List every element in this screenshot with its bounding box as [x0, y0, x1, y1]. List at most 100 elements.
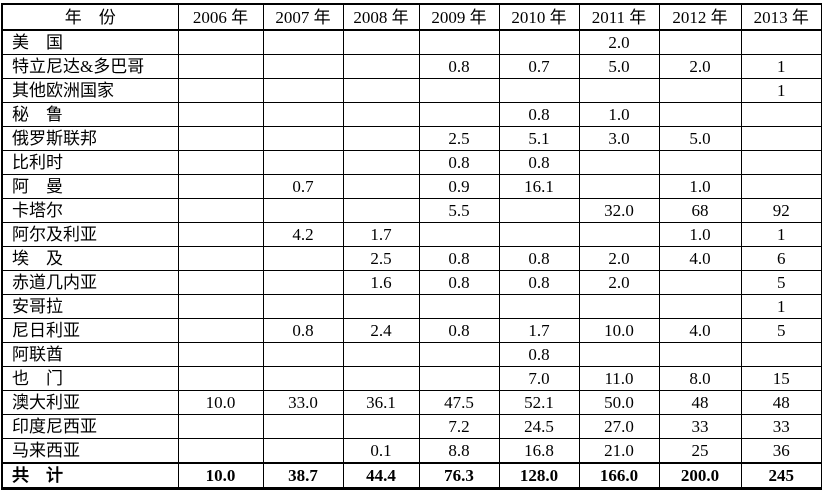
value-cell: 2.0 — [578, 270, 660, 295]
country-name-cell: 澳大利亚 — [1, 390, 179, 415]
value-cell: 7.0 — [498, 366, 580, 391]
value-cell — [418, 366, 500, 391]
value-cell: 38.7 — [262, 462, 344, 489]
value-cell — [342, 102, 420, 127]
value-cell — [177, 294, 264, 319]
value-cell — [262, 366, 344, 391]
value-cell: 5.0 — [658, 126, 742, 151]
table-row: 印度尼西亚 7.2 24.5 27.0 33 33 — [1, 414, 822, 439]
country-name-cell: 马来西亚 — [1, 438, 179, 464]
value-cell — [262, 414, 344, 439]
value-cell: 4.0 — [658, 246, 742, 271]
value-cell — [658, 78, 742, 103]
table-row: 澳大利亚 10.0 33.0 36.1 47.5 52.1 50.0 48 48 — [1, 390, 822, 415]
value-cell — [262, 78, 344, 103]
value-cell: 44.4 — [342, 462, 420, 489]
value-cell — [262, 150, 344, 175]
value-cell — [498, 222, 580, 247]
value-cell: 200.0 — [658, 462, 742, 489]
value-cell: 0.7 — [498, 54, 580, 79]
value-cell: 6 — [740, 246, 822, 271]
value-cell: 0.8 — [498, 102, 580, 127]
value-cell — [578, 294, 660, 319]
value-cell — [177, 54, 264, 79]
value-cell: 25 — [658, 438, 742, 464]
table-row: 阿联酋 0.8 — [1, 342, 822, 367]
country-name-cell: 阿尔及利亚 — [1, 222, 179, 247]
value-cell: 0.9 — [418, 174, 500, 199]
value-cell — [740, 342, 822, 367]
value-cell: 1.7 — [498, 318, 580, 343]
value-cell: 5 — [740, 318, 822, 343]
value-cell — [498, 78, 580, 103]
year-column-header: 2012 年 — [658, 3, 742, 31]
value-cell — [342, 126, 420, 151]
value-cell — [418, 294, 500, 319]
value-cell: 1 — [740, 54, 822, 79]
table-row: 赤道几内亚 1.6 0.8 0.8 2.0 5 — [1, 270, 822, 295]
value-cell: 3.0 — [578, 126, 660, 151]
value-cell — [578, 174, 660, 199]
value-cell — [342, 54, 420, 79]
value-cell: 0.8 — [498, 270, 580, 295]
value-cell — [262, 438, 344, 464]
value-cell: 2.5 — [342, 246, 420, 271]
value-cell — [342, 414, 420, 439]
table-body: 美 国 2.0 特立尼达&多巴哥 0.8 0.7 5.0 2.0 1 其他欧洲国家 1 秘 鲁 0.8… — [1, 29, 822, 489]
country-name-cell: 印度尼西亚 — [1, 414, 179, 439]
value-cell — [342, 174, 420, 199]
value-cell — [177, 318, 264, 343]
value-cell — [578, 78, 660, 103]
value-cell: 15 — [740, 366, 822, 391]
value-cell: 0.8 — [418, 270, 500, 295]
value-cell — [262, 102, 344, 127]
value-cell — [262, 126, 344, 151]
value-cell — [740, 102, 822, 127]
value-cell — [342, 150, 420, 175]
year-column-header: 2010 年 — [498, 3, 580, 31]
value-cell — [658, 150, 742, 175]
value-cell: 1.7 — [342, 222, 420, 247]
value-cell: 48 — [740, 390, 822, 415]
country-name-cell: 安哥拉 — [1, 294, 179, 319]
value-cell: 24.5 — [498, 414, 580, 439]
value-cell: 33 — [740, 414, 822, 439]
country-name-cell: 秘 鲁 — [1, 102, 179, 127]
value-cell — [418, 342, 500, 367]
value-cell: 128.0 — [498, 462, 580, 489]
value-cell — [342, 294, 420, 319]
value-cell: 47.5 — [418, 390, 500, 415]
value-cell: 2.5 — [418, 126, 500, 151]
country-name-cell: 也 门 — [1, 366, 179, 391]
value-cell: 0.8 — [418, 150, 500, 175]
value-cell: 1.0 — [658, 174, 742, 199]
header-year-label: 年 份 — [1, 3, 179, 31]
value-cell: 21.0 — [578, 438, 660, 464]
value-cell: 4.0 — [658, 318, 742, 343]
value-cell: 1.6 — [342, 270, 420, 295]
value-cell — [177, 366, 264, 391]
value-cell: 0.8 — [498, 246, 580, 271]
value-cell: 50.0 — [578, 390, 660, 415]
total-row: 共 计 10.0 38.7 44.4 76.3 128.0 166.0 200.0 245 — [1, 462, 822, 489]
year-column-header: 2013 年 — [740, 3, 822, 31]
value-cell: 5.1 — [498, 126, 580, 151]
value-cell — [262, 198, 344, 223]
value-cell: 48 — [658, 390, 742, 415]
value-cell: 0.8 — [418, 54, 500, 79]
value-cell — [262, 54, 344, 79]
value-cell — [418, 102, 500, 127]
table-row: 埃 及 2.5 0.8 0.8 2.0 4.0 6 — [1, 246, 822, 271]
value-cell: 16.1 — [498, 174, 580, 199]
value-cell — [740, 150, 822, 175]
total-label-cell: 共 计 — [1, 462, 179, 489]
country-name-cell: 俄罗斯联邦 — [1, 126, 179, 151]
value-cell — [658, 29, 742, 55]
country-name-cell: 尼日利亚 — [1, 318, 179, 343]
value-cell — [578, 342, 660, 367]
value-cell: 33.0 — [262, 390, 344, 415]
value-cell: 0.8 — [498, 150, 580, 175]
table-row: 卡塔尔 5.5 32.0 68 92 — [1, 198, 822, 223]
value-cell — [658, 342, 742, 367]
table-row: 俄罗斯联邦 2.5 5.1 3.0 5.0 — [1, 126, 822, 151]
